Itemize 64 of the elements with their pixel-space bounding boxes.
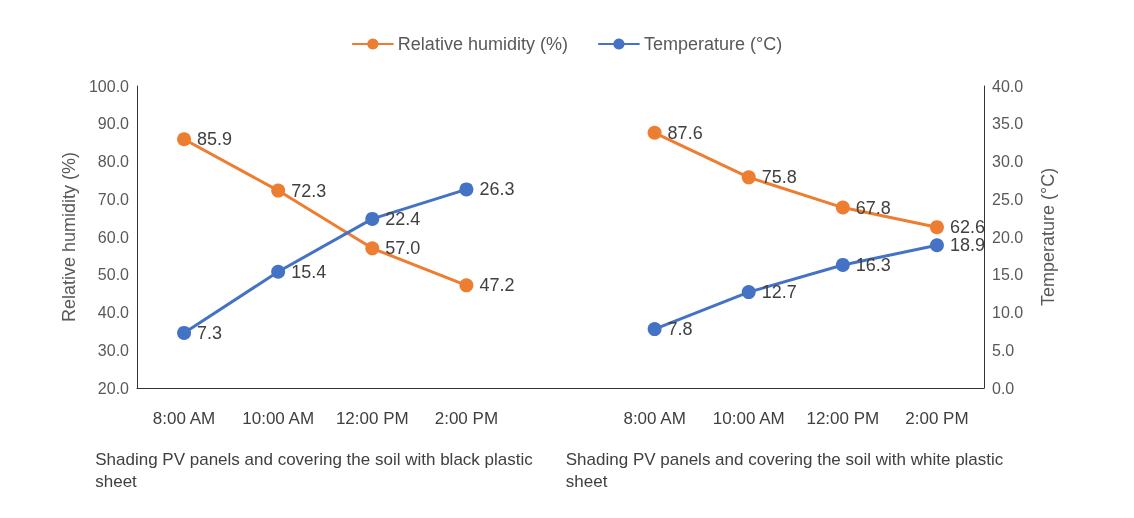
data-label: 26.3 bbox=[479, 179, 515, 200]
point bbox=[647, 322, 662, 337]
point bbox=[177, 132, 192, 147]
y-tick-label: 100.0 bbox=[88, 77, 130, 95]
point bbox=[459, 182, 474, 197]
point bbox=[271, 183, 286, 198]
point bbox=[741, 170, 756, 185]
x-tick-label: 10:00 AM bbox=[712, 409, 785, 428]
data-label: 72.3 bbox=[291, 180, 327, 201]
legend-label: Temperature (°C) bbox=[643, 34, 783, 54]
y-tick-label: 40.0 bbox=[97, 304, 130, 321]
x-tick-label: 2:00 PM bbox=[434, 409, 499, 428]
data-label: 18.9 bbox=[949, 235, 985, 256]
y-tick-label: 70.0 bbox=[97, 190, 130, 208]
y2-tick-label: 30.0 bbox=[992, 153, 1024, 170]
point bbox=[741, 285, 756, 300]
y2-tick-label: 40.0 bbox=[992, 77, 1024, 95]
y2-tick-label: 0.0 bbox=[992, 379, 1015, 397]
text: Shading PV panels and covering the soil with black plastic sheet bbox=[95, 449, 538, 491]
y2-tick-label: 5.0 bbox=[992, 341, 1015, 359]
data-label: 7.3 bbox=[197, 322, 223, 343]
data-label: 67.8 bbox=[855, 197, 891, 218]
x-tick-label: 10:00 AM bbox=[242, 409, 315, 428]
data-label: 85.9 bbox=[197, 129, 233, 150]
y-tick-label: 30.0 bbox=[97, 341, 130, 359]
data-label: 47.2 bbox=[479, 275, 515, 296]
data-label: 15.4 bbox=[291, 261, 327, 282]
y2-axis-title: Temperature (°C) bbox=[1038, 167, 1058, 307]
x-tick-label: 2:00 PM bbox=[905, 409, 969, 428]
point bbox=[271, 264, 286, 279]
data-label: 75.8 bbox=[761, 167, 797, 188]
y2-tick-label: 35.0 bbox=[992, 115, 1024, 133]
data-label: 16.3 bbox=[855, 254, 891, 275]
point bbox=[835, 200, 850, 215]
x-tick-label: 12:00 PM bbox=[806, 409, 880, 428]
point bbox=[647, 125, 662, 140]
y-tick-label: 20.0 bbox=[97, 379, 130, 397]
data-label: 7.8 bbox=[667, 319, 693, 340]
point bbox=[929, 238, 944, 253]
point bbox=[365, 211, 380, 226]
data-label: 57.0 bbox=[385, 238, 421, 259]
y-tick-label: 90.0 bbox=[97, 115, 130, 133]
y-tick-label: 50.0 bbox=[97, 266, 130, 284]
point bbox=[365, 241, 380, 256]
data-label: 22.4 bbox=[385, 208, 421, 229]
legend-label: Relative humidity (%) bbox=[397, 34, 568, 54]
y-tick-label: 60.0 bbox=[97, 228, 130, 246]
data-label: 12.7 bbox=[761, 282, 797, 303]
x-tick-label: 12:00 PM bbox=[335, 409, 409, 428]
point bbox=[835, 257, 850, 272]
text: Shading PV panels and covering the soil with white plastic sheet bbox=[565, 449, 1009, 491]
point bbox=[177, 325, 192, 340]
y2-tick-label: 15.0 bbox=[992, 266, 1024, 284]
x-tick-label: 8:00 AM bbox=[152, 409, 216, 428]
y2-tick-label: 10.0 bbox=[992, 304, 1024, 321]
point bbox=[459, 278, 474, 293]
data-label: 87.6 bbox=[667, 122, 703, 143]
data-label: 62.6 bbox=[949, 217, 985, 238]
point bbox=[929, 220, 944, 235]
y2-tick-label: 20.0 bbox=[992, 228, 1024, 246]
y2-tick-label: 25.0 bbox=[992, 190, 1024, 208]
x-tick-label: 8:00 AM bbox=[623, 409, 686, 428]
y-tick-label: 80.0 bbox=[97, 153, 130, 170]
y-axis-title: Relative humidity (%) bbox=[59, 151, 80, 323]
